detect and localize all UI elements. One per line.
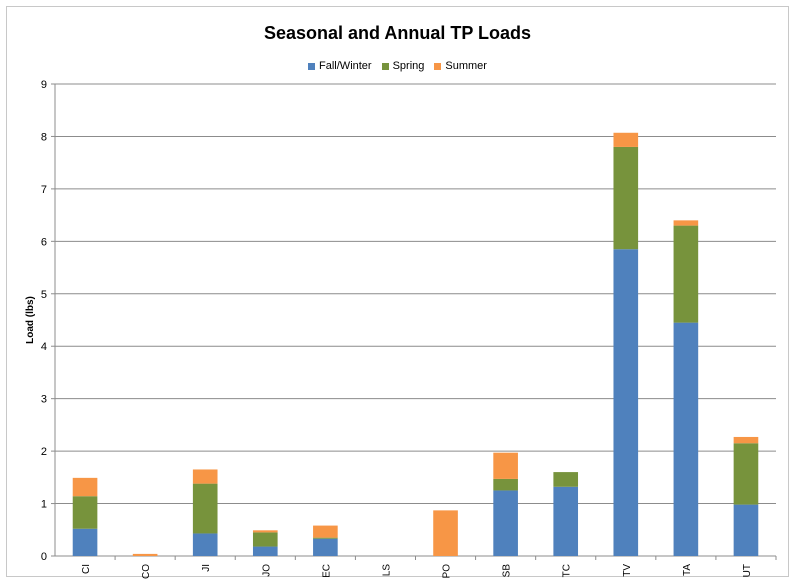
y-axis-label: Load (lbs) <box>25 296 36 344</box>
x-tick-label: TV <box>622 564 633 577</box>
legend-label-spring: Spring <box>392 60 425 72</box>
bar-ci-fall-winter <box>72 528 98 556</box>
x-tick-label: TA <box>682 564 693 576</box>
bar-ec-fall-winter <box>313 538 338 556</box>
bar-ut-summer <box>733 436 759 444</box>
bar-sb-spring <box>493 478 518 491</box>
legend-label-summer: Summer <box>445 60 487 72</box>
bar-tv-fall-winter <box>613 249 639 556</box>
bar-jo-spring <box>252 532 278 547</box>
bar-ci-spring <box>72 496 98 529</box>
bar-tv-summer <box>613 132 639 147</box>
legend-swatch-fall-winter <box>308 62 316 70</box>
bar-sb-fall-winter <box>493 490 518 556</box>
bar-ta-spring <box>673 225 699 323</box>
x-tick-label: UT <box>742 564 753 577</box>
x-tick-label: JO <box>261 564 272 577</box>
bar-jo-summer <box>252 530 278 533</box>
chart-frame: Seasonal and Annual TP Loads Fall/Winter… <box>6 6 789 577</box>
bar-co-summer <box>132 553 158 556</box>
bar-po-summer <box>433 510 458 556</box>
bar-ji-fall-winter <box>192 533 218 556</box>
x-tick-label: CI <box>81 564 92 574</box>
y-tick-label: 0 <box>41 551 47 563</box>
legend-swatch-summer <box>434 62 442 70</box>
x-tick-label: LS <box>381 564 392 577</box>
bar-ec-spring <box>313 537 338 539</box>
x-tick-label: JI <box>201 564 212 572</box>
y-tick-label: 3 <box>41 394 47 406</box>
x-tick-label: CO <box>141 564 152 579</box>
x-tick-label: TC <box>562 564 573 577</box>
legend-item-fall-winter: Fall/Winter <box>308 60 372 72</box>
y-tick-label: 7 <box>41 184 47 196</box>
legend-label-fall-winter: Fall/Winter <box>319 60 372 72</box>
legend-swatch-spring <box>381 62 389 70</box>
chart-title: Seasonal and Annual TP Loads <box>263 23 532 43</box>
bar-sb-summer <box>493 452 518 479</box>
bar-jo-fall-winter <box>252 546 278 556</box>
bar-ci-summer <box>72 477 98 497</box>
y-tick-label: 2 <box>41 446 47 458</box>
bar-ta-summer <box>673 220 699 226</box>
legend-item-summer: Summer <box>434 60 487 72</box>
y-tick-label: 9 <box>41 79 47 91</box>
x-tick-label: EC <box>321 564 332 578</box>
legend: Fall/Winter Spring Summer <box>7 60 788 72</box>
bar-ut-fall-winter <box>733 504 759 556</box>
bar-ta-fall-winter <box>673 322 699 556</box>
bar-tv-spring <box>613 146 639 250</box>
bar-ji-summer <box>192 469 218 484</box>
bar-tc-spring <box>553 472 579 487</box>
bar-ec-summer <box>313 525 338 538</box>
y-tick-label: 1 <box>41 499 47 511</box>
x-tick-label: PO <box>442 564 453 579</box>
x-tick-label: SB <box>502 564 513 578</box>
bar-tc-fall-winter <box>553 486 579 556</box>
y-tick-label: 5 <box>41 289 47 301</box>
legend-item-spring: Spring <box>381 60 425 72</box>
y-tick-label: 4 <box>41 341 47 353</box>
bar-ji-spring <box>192 483 218 534</box>
y-tick-label: 8 <box>41 131 47 143</box>
bar-ut-spring <box>733 443 759 505</box>
y-tick-label: 6 <box>41 236 47 248</box>
